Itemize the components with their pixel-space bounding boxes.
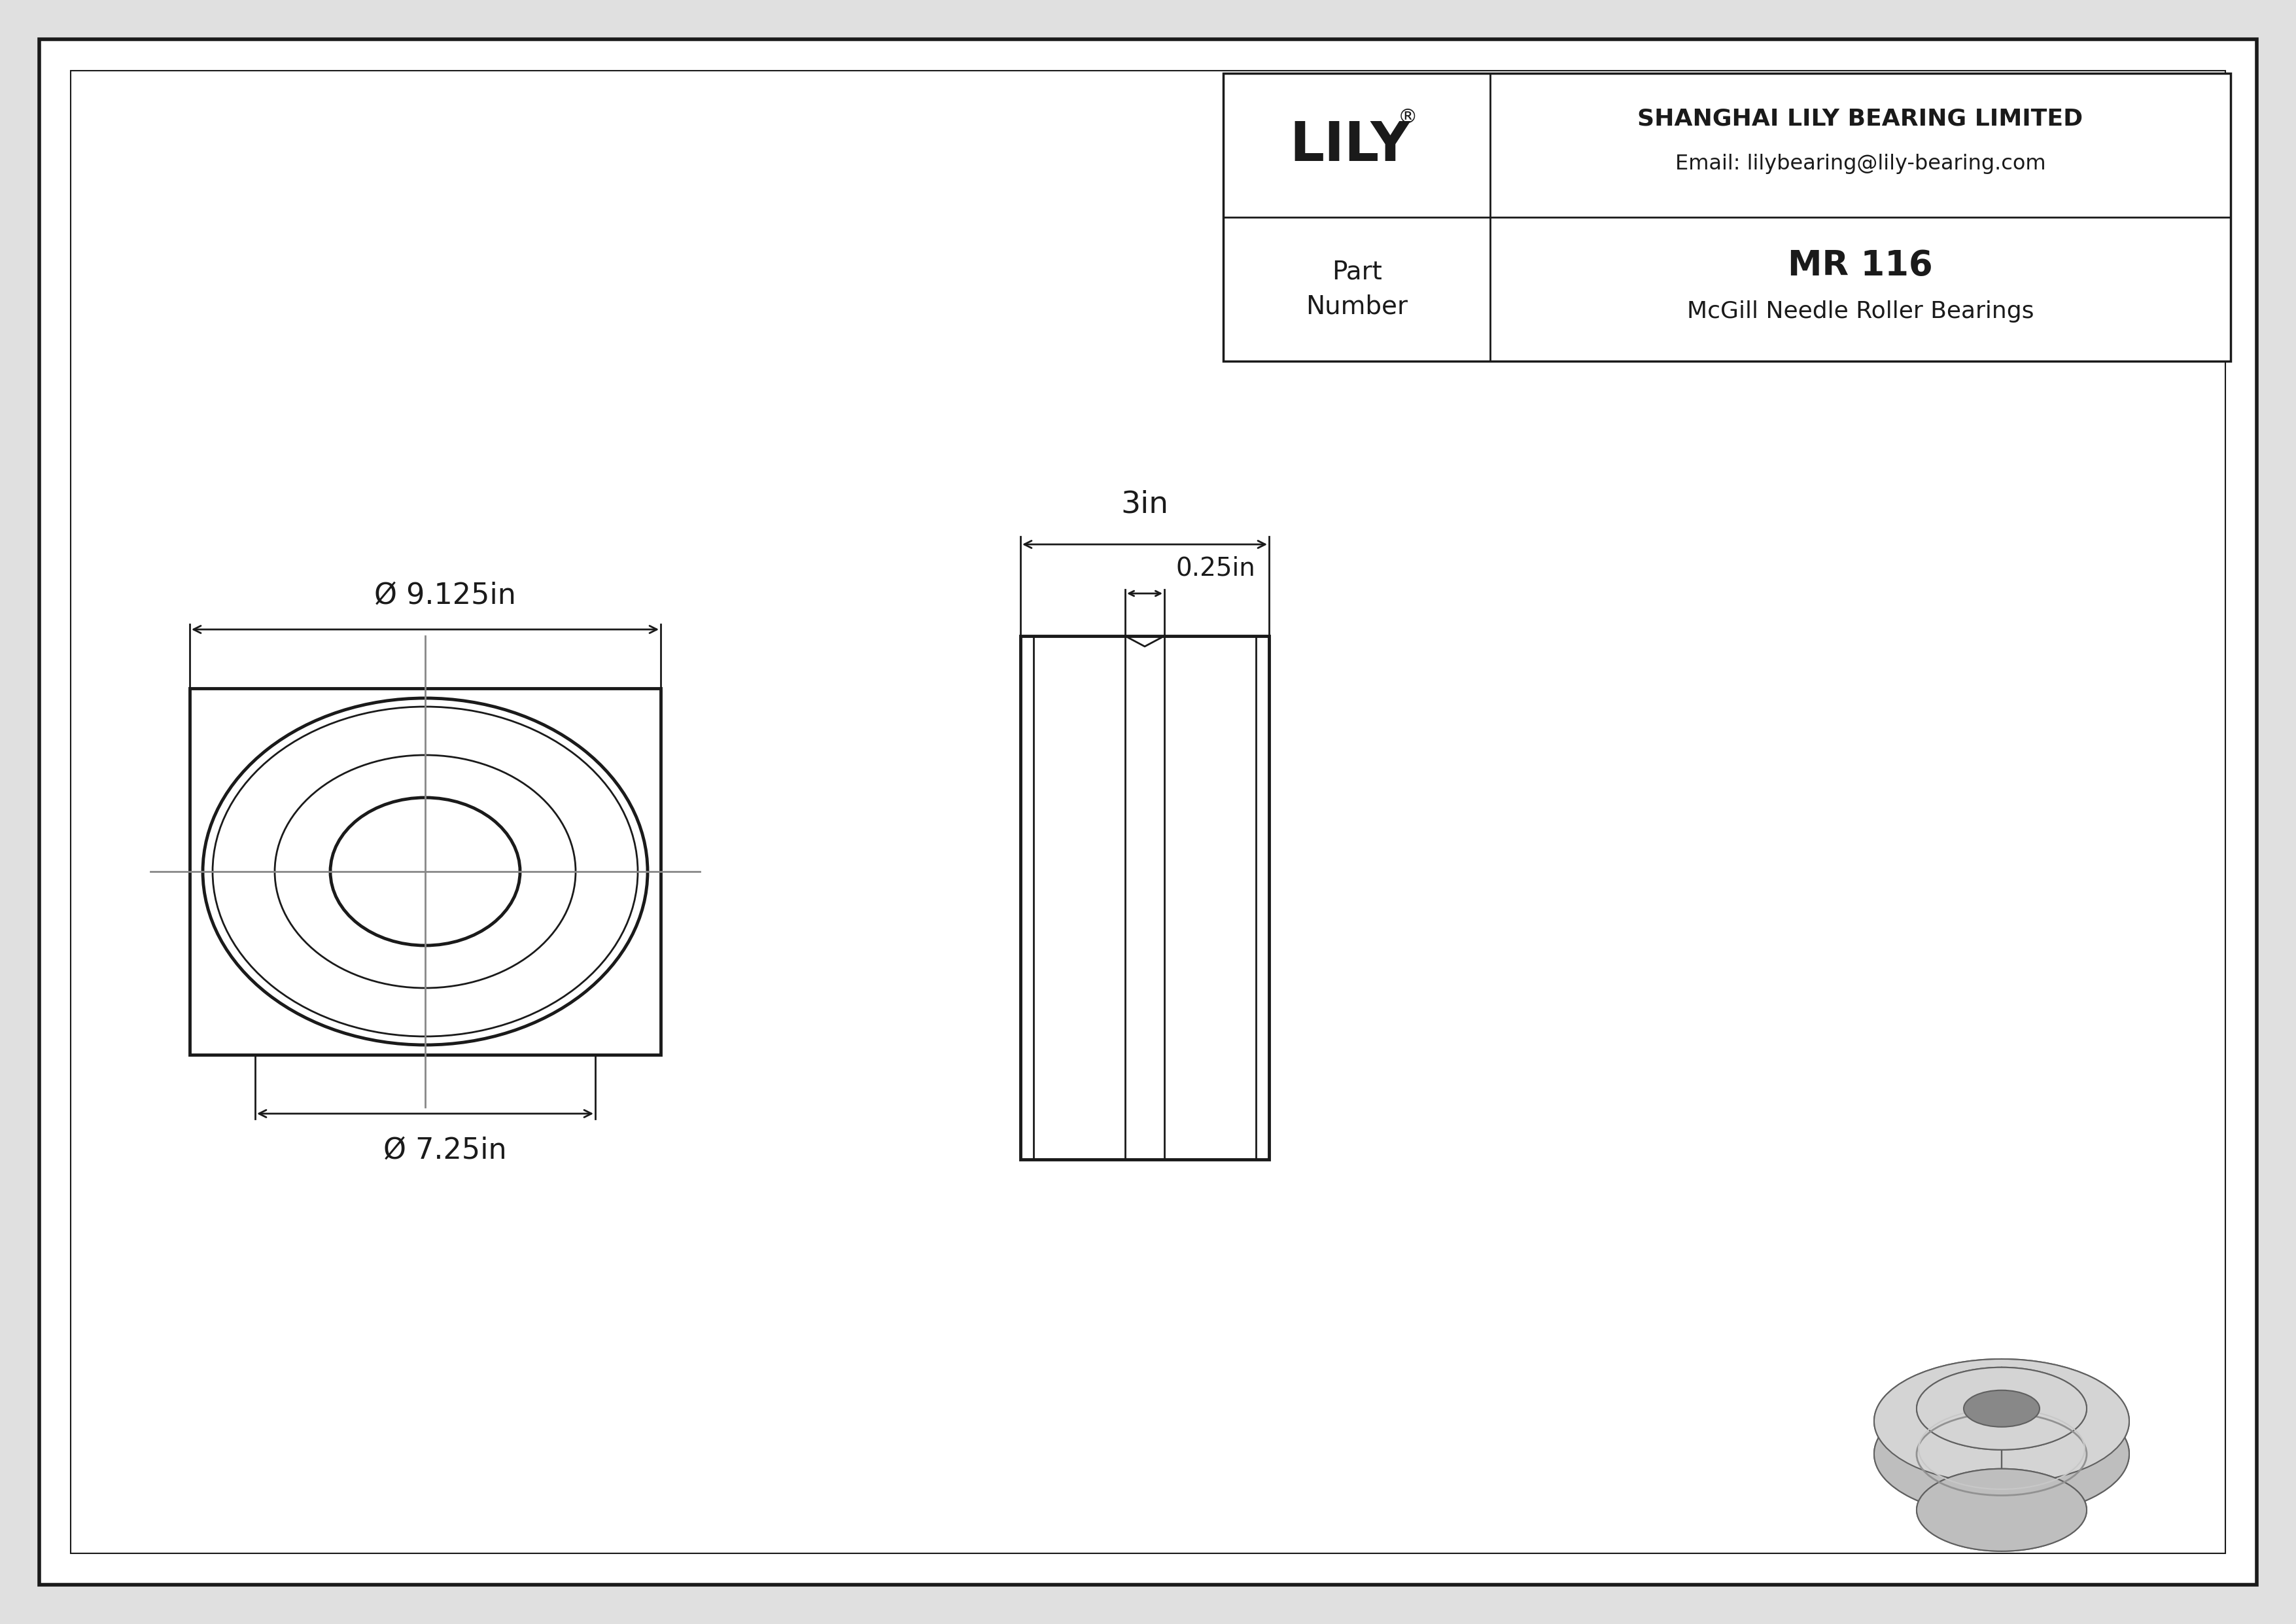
Text: 3in: 3in bbox=[1120, 490, 1169, 520]
Text: MR 116: MR 116 bbox=[1789, 248, 1933, 283]
Text: Part
Number: Part Number bbox=[1306, 260, 1407, 318]
Polygon shape bbox=[1874, 1359, 2002, 1517]
Ellipse shape bbox=[1917, 1367, 2087, 1450]
Text: Email: lilybearing@lily-bearing.com: Email: lilybearing@lily-bearing.com bbox=[1676, 153, 2046, 174]
Polygon shape bbox=[2002, 1367, 2087, 1551]
Text: SHANGHAI LILY BEARING LIMITED: SHANGHAI LILY BEARING LIMITED bbox=[1637, 107, 2082, 130]
Ellipse shape bbox=[1963, 1390, 2039, 1427]
Ellipse shape bbox=[1874, 1359, 2128, 1483]
Text: McGill Needle Roller Bearings: McGill Needle Roller Bearings bbox=[1688, 300, 2034, 323]
Polygon shape bbox=[1917, 1367, 2002, 1551]
Bar bbox=[1224, 73, 2232, 361]
Text: Ø 9.125in: Ø 9.125in bbox=[374, 581, 517, 611]
Bar bbox=[191, 689, 661, 1054]
Text: ®: ® bbox=[1398, 109, 1417, 127]
Text: LILY: LILY bbox=[1290, 119, 1410, 172]
Ellipse shape bbox=[1874, 1392, 2128, 1517]
Text: Ø 7.25in: Ø 7.25in bbox=[383, 1137, 507, 1164]
Ellipse shape bbox=[1917, 1468, 2087, 1551]
Bar bbox=[1019, 637, 1270, 1160]
Text: 0.25in: 0.25in bbox=[1176, 555, 1256, 580]
Polygon shape bbox=[2002, 1359, 2128, 1517]
